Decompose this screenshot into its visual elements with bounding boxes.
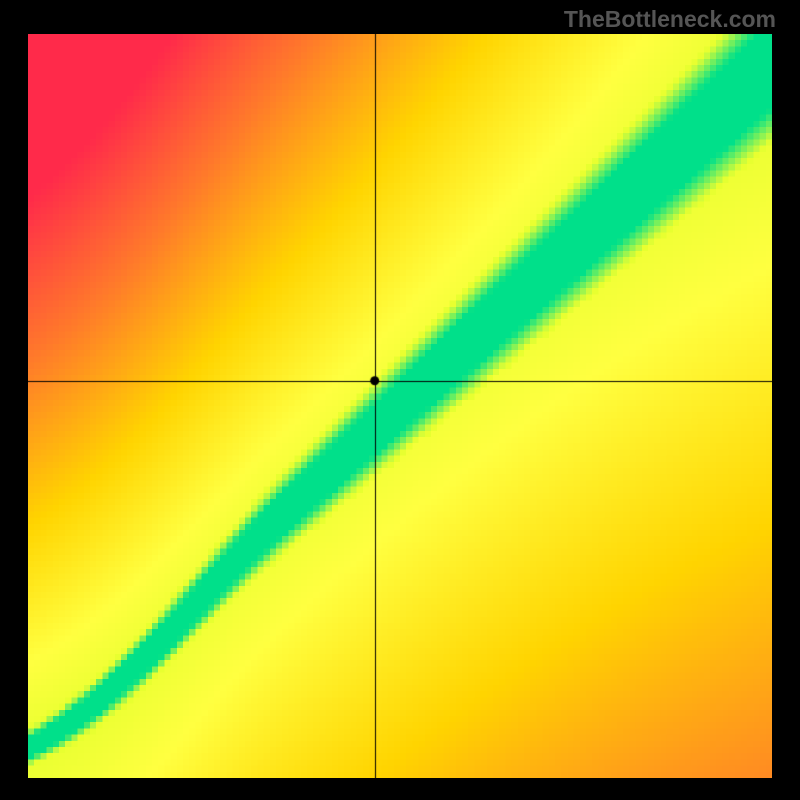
chart-container: TheBottleneck.com	[0, 0, 800, 800]
watermark-text: TheBottleneck.com	[564, 6, 776, 33]
overlay-canvas	[28, 34, 772, 778]
